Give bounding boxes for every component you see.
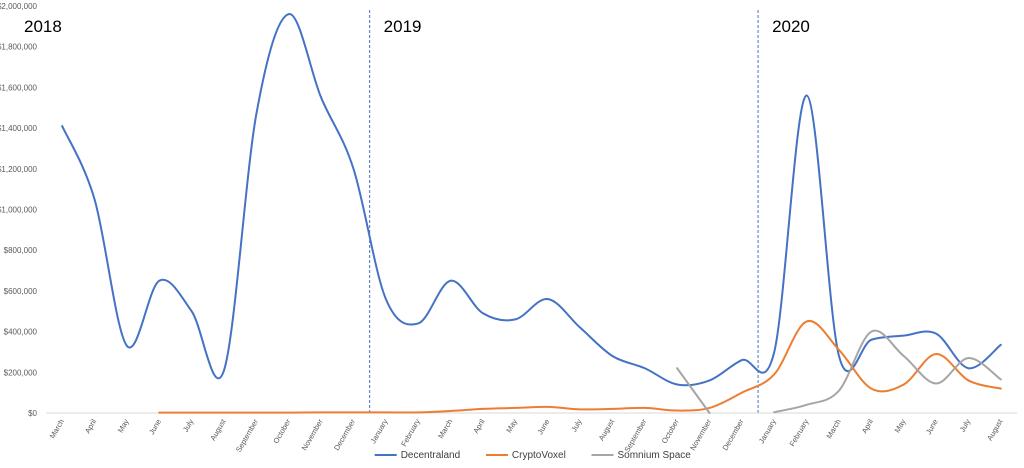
legend: Decentraland CryptoVoxel Somnium Space: [374, 450, 692, 461]
y-tick-label: $800,000: [4, 246, 38, 255]
x-tick-label: April: [83, 417, 98, 435]
x-tick-label: August: [597, 417, 617, 443]
legend-label: CryptoVoxel: [512, 450, 566, 461]
x-tick-label: April: [860, 417, 875, 435]
year-dividers: [369, 10, 759, 413]
year-label: 2020: [772, 17, 810, 36]
x-tick-label: June: [924, 418, 940, 437]
x-tick-label: January: [368, 417, 389, 445]
y-tick-label: $200,000: [4, 368, 38, 377]
legend-item-cryptovoxel: CryptoVoxel: [485, 450, 566, 461]
y-axis-ticks: $0 $200,000 $400,000 $600,000 $800,000 $1,000…: [0, 2, 38, 418]
year-label: 2018: [24, 17, 62, 36]
x-tick-label: May: [116, 417, 131, 434]
x-tick-label: February: [399, 417, 422, 448]
x-tick-label: October: [271, 417, 292, 445]
x-tick-label: May: [504, 417, 519, 434]
y-tick-label: $1,400,000: [0, 124, 38, 133]
x-tick-label: June: [147, 418, 163, 437]
x-axis-ticks: March April May June July August September Octo…: [48, 417, 1005, 454]
x-tick-label: March: [48, 418, 66, 441]
series-line-decentraland: [61, 13, 1002, 387]
y-tick-label: $400,000: [4, 328, 38, 337]
x-tick-label: December: [332, 417, 357, 452]
x-tick-label: November: [688, 417, 713, 452]
y-tick-label: $2,000,000: [0, 2, 38, 11]
x-tick-label: June: [535, 418, 551, 437]
period-labels: 2018 2019 2020: [24, 17, 810, 36]
series-lines: [61, 13, 1002, 414]
x-tick-label: August: [208, 417, 228, 443]
legend-item-decentraland: Decentraland: [374, 450, 460, 461]
x-tick-label: July: [181, 417, 196, 433]
x-tick-label: March: [436, 418, 454, 441]
y-tick-label: $600,000: [4, 287, 38, 296]
x-tick-label: November: [300, 417, 325, 452]
legend-label: Somnium Space: [618, 450, 692, 461]
x-tick-label: April: [471, 417, 486, 435]
series-line-cryptovoxel: [158, 320, 1002, 414]
x-tick-label: January: [757, 417, 778, 445]
y-tick-label: $0: [28, 409, 37, 418]
x-tick-label: February: [788, 417, 811, 448]
y-tick-label: $1,200,000: [0, 165, 38, 174]
series-line-somnium-space: [773, 329, 1002, 414]
y-tick-label: $1,600,000: [0, 83, 38, 92]
x-tick-label: July: [569, 417, 584, 433]
x-tick-label: March: [824, 418, 842, 441]
x-tick-label: July: [958, 417, 973, 433]
x-tick-label: September: [234, 417, 260, 454]
x-tick-label: October: [660, 417, 681, 445]
legend-label: Decentraland: [401, 450, 460, 461]
year-label: 2019: [384, 17, 422, 36]
series-line-somnium-space: [676, 367, 711, 414]
y-tick-label: $1,800,000: [0, 43, 38, 52]
x-tick-label: August: [985, 417, 1005, 443]
x-tick-label: May: [893, 417, 908, 434]
y-tick-label: $1,000,000: [0, 206, 38, 215]
x-tick-label: December: [721, 417, 746, 452]
x-tick-label: September: [622, 417, 648, 454]
legend-item-somnium-space: Somnium Space: [591, 450, 692, 461]
